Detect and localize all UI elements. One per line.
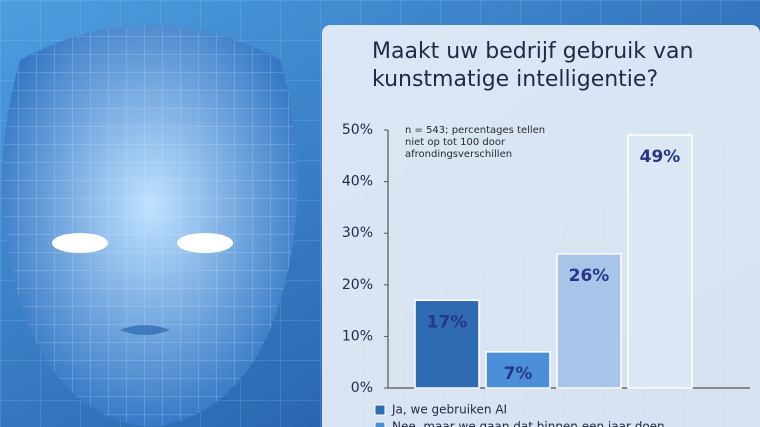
face-illustration xyxy=(2,25,298,427)
y-tick-label: 50% xyxy=(342,122,373,138)
chart-note: afrondingsverschillen xyxy=(405,149,512,160)
bar xyxy=(414,299,480,389)
legend-swatch xyxy=(374,421,386,427)
y-tick-label: 20% xyxy=(342,277,373,293)
value-label: 26% xyxy=(569,266,610,286)
chart-note: n = 543; percentages tellen xyxy=(405,125,545,136)
legend-label: Ja, we gebruiken AI xyxy=(391,403,507,417)
legend-label: Nee, maar we gaan dat binnen een jaar do… xyxy=(392,420,665,427)
bar xyxy=(556,253,622,389)
bar xyxy=(627,134,693,389)
legend-swatch xyxy=(374,404,386,416)
y-tick-label: 30% xyxy=(342,225,373,241)
bar xyxy=(485,351,551,389)
y-tick-label: 0% xyxy=(351,380,373,396)
chart-title: Maakt uw bedrijf gebruik van xyxy=(372,39,693,64)
y-tick-label: 10% xyxy=(342,328,373,344)
y-tick-label: 40% xyxy=(342,174,373,190)
value-label: 49% xyxy=(640,147,681,167)
value-label: 7% xyxy=(504,364,533,384)
chart-title: kunstmatige intelligentie? xyxy=(372,67,658,92)
chart-note: niet op tot 100 door xyxy=(405,137,506,148)
value-label: 17% xyxy=(427,312,468,332)
